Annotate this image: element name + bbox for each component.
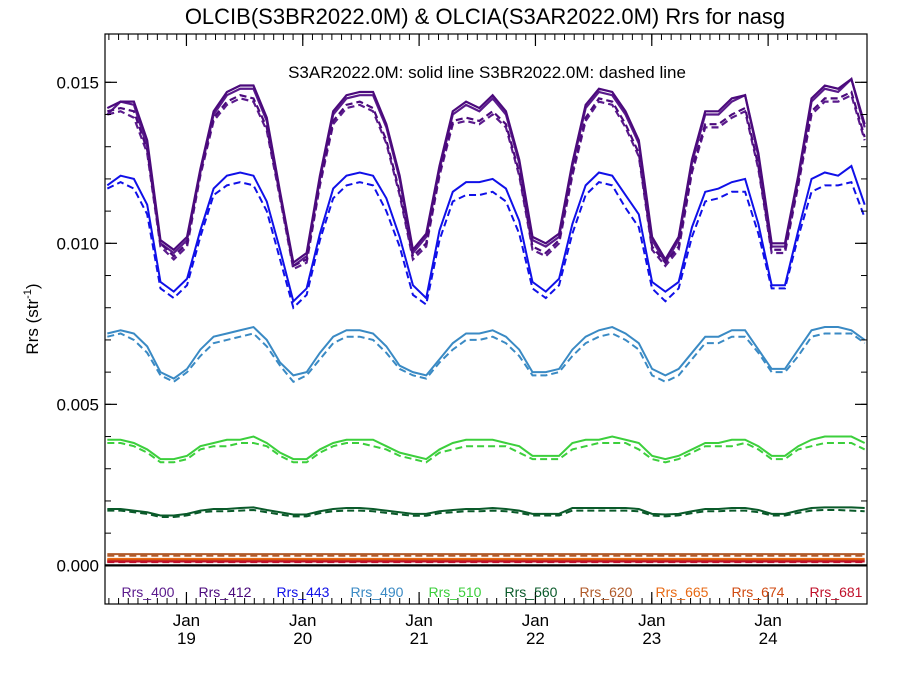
legend-rrs-412: Rrs_412 [199, 584, 252, 600]
y-tick-label: 0.010 [56, 234, 99, 253]
series-rrs-443-solid [106, 164, 866, 304]
x-tick-year: 21 [410, 629, 429, 648]
series-rrs-490-dashed [107, 332, 866, 384]
legend: Rrs_400 Rrs_412 Rrs_443 Rrs_490 Rrs_510 Rrs_5… [122, 584, 863, 600]
legend-rrs-674: Rrs_674 [732, 584, 785, 600]
legend-rrs-400: Rrs_400 [122, 584, 175, 600]
x-tick-year: 22 [526, 629, 545, 648]
series-rrs-412-dashed [107, 90, 866, 268]
x-tick-month: Jan [754, 611, 781, 630]
series-rrs-560-dashed [107, 508, 865, 519]
series-rrs-400-solid [106, 76, 866, 268]
legend-rrs-681: Rrs_681 [810, 584, 863, 600]
plot-lines [105, 76, 867, 567]
chart-title: OLCIB(S3BR2022.0M) & OLCIA(S3AR2022.0M) … [185, 4, 785, 29]
legend-rrs-443: Rrs_443 [277, 584, 330, 600]
plot-frame [104, 33, 868, 605]
legend-rrs-490: Rrs_490 [351, 584, 404, 600]
x-tick-month: Jan [522, 611, 549, 630]
series-rrs-443-dashed [106, 180, 866, 310]
series-rrs-560-solid [107, 506, 865, 517]
x-tick-month: Jan [405, 611, 432, 630]
x-tick-year: 23 [642, 629, 661, 648]
x-tick-month: Jan [638, 611, 665, 630]
x-tick-year: 20 [293, 629, 312, 648]
series-rrs-400-dashed [107, 93, 866, 271]
x-tick-year: 24 [759, 629, 778, 648]
y-axis-label-superscript: -1 [22, 289, 34, 299]
line-style-annotation: S3AR2022.0M: solid line S3BR2022.0M: das… [288, 63, 686, 82]
series-rrs-412-solid [106, 77, 866, 265]
series-rrs-510-solid [107, 435, 866, 461]
y-tick-label: 0.000 [56, 556, 99, 575]
y-axis-label: Rrs (str-1) [22, 283, 42, 354]
legend-rrs-510: Rrs_510 [429, 584, 482, 600]
legend-rrs-665: Rrs_665 [656, 584, 709, 600]
y-axis: 0.000 0.005 0.010 0.015 [56, 73, 867, 575]
x-tick-month: Jan [289, 611, 316, 630]
series-rrs-490-solid [107, 325, 866, 380]
x-tick-year: 19 [177, 629, 196, 648]
y-tick-label: 0.005 [56, 395, 99, 414]
series-rrs-510-dashed [107, 441, 866, 464]
legend-rrs-560: Rrs_560 [505, 584, 558, 600]
x-tick-month: Jan [173, 611, 200, 630]
y-tick-label: 0.015 [56, 73, 99, 92]
legend-rrs-620: Rrs_620 [580, 584, 633, 600]
